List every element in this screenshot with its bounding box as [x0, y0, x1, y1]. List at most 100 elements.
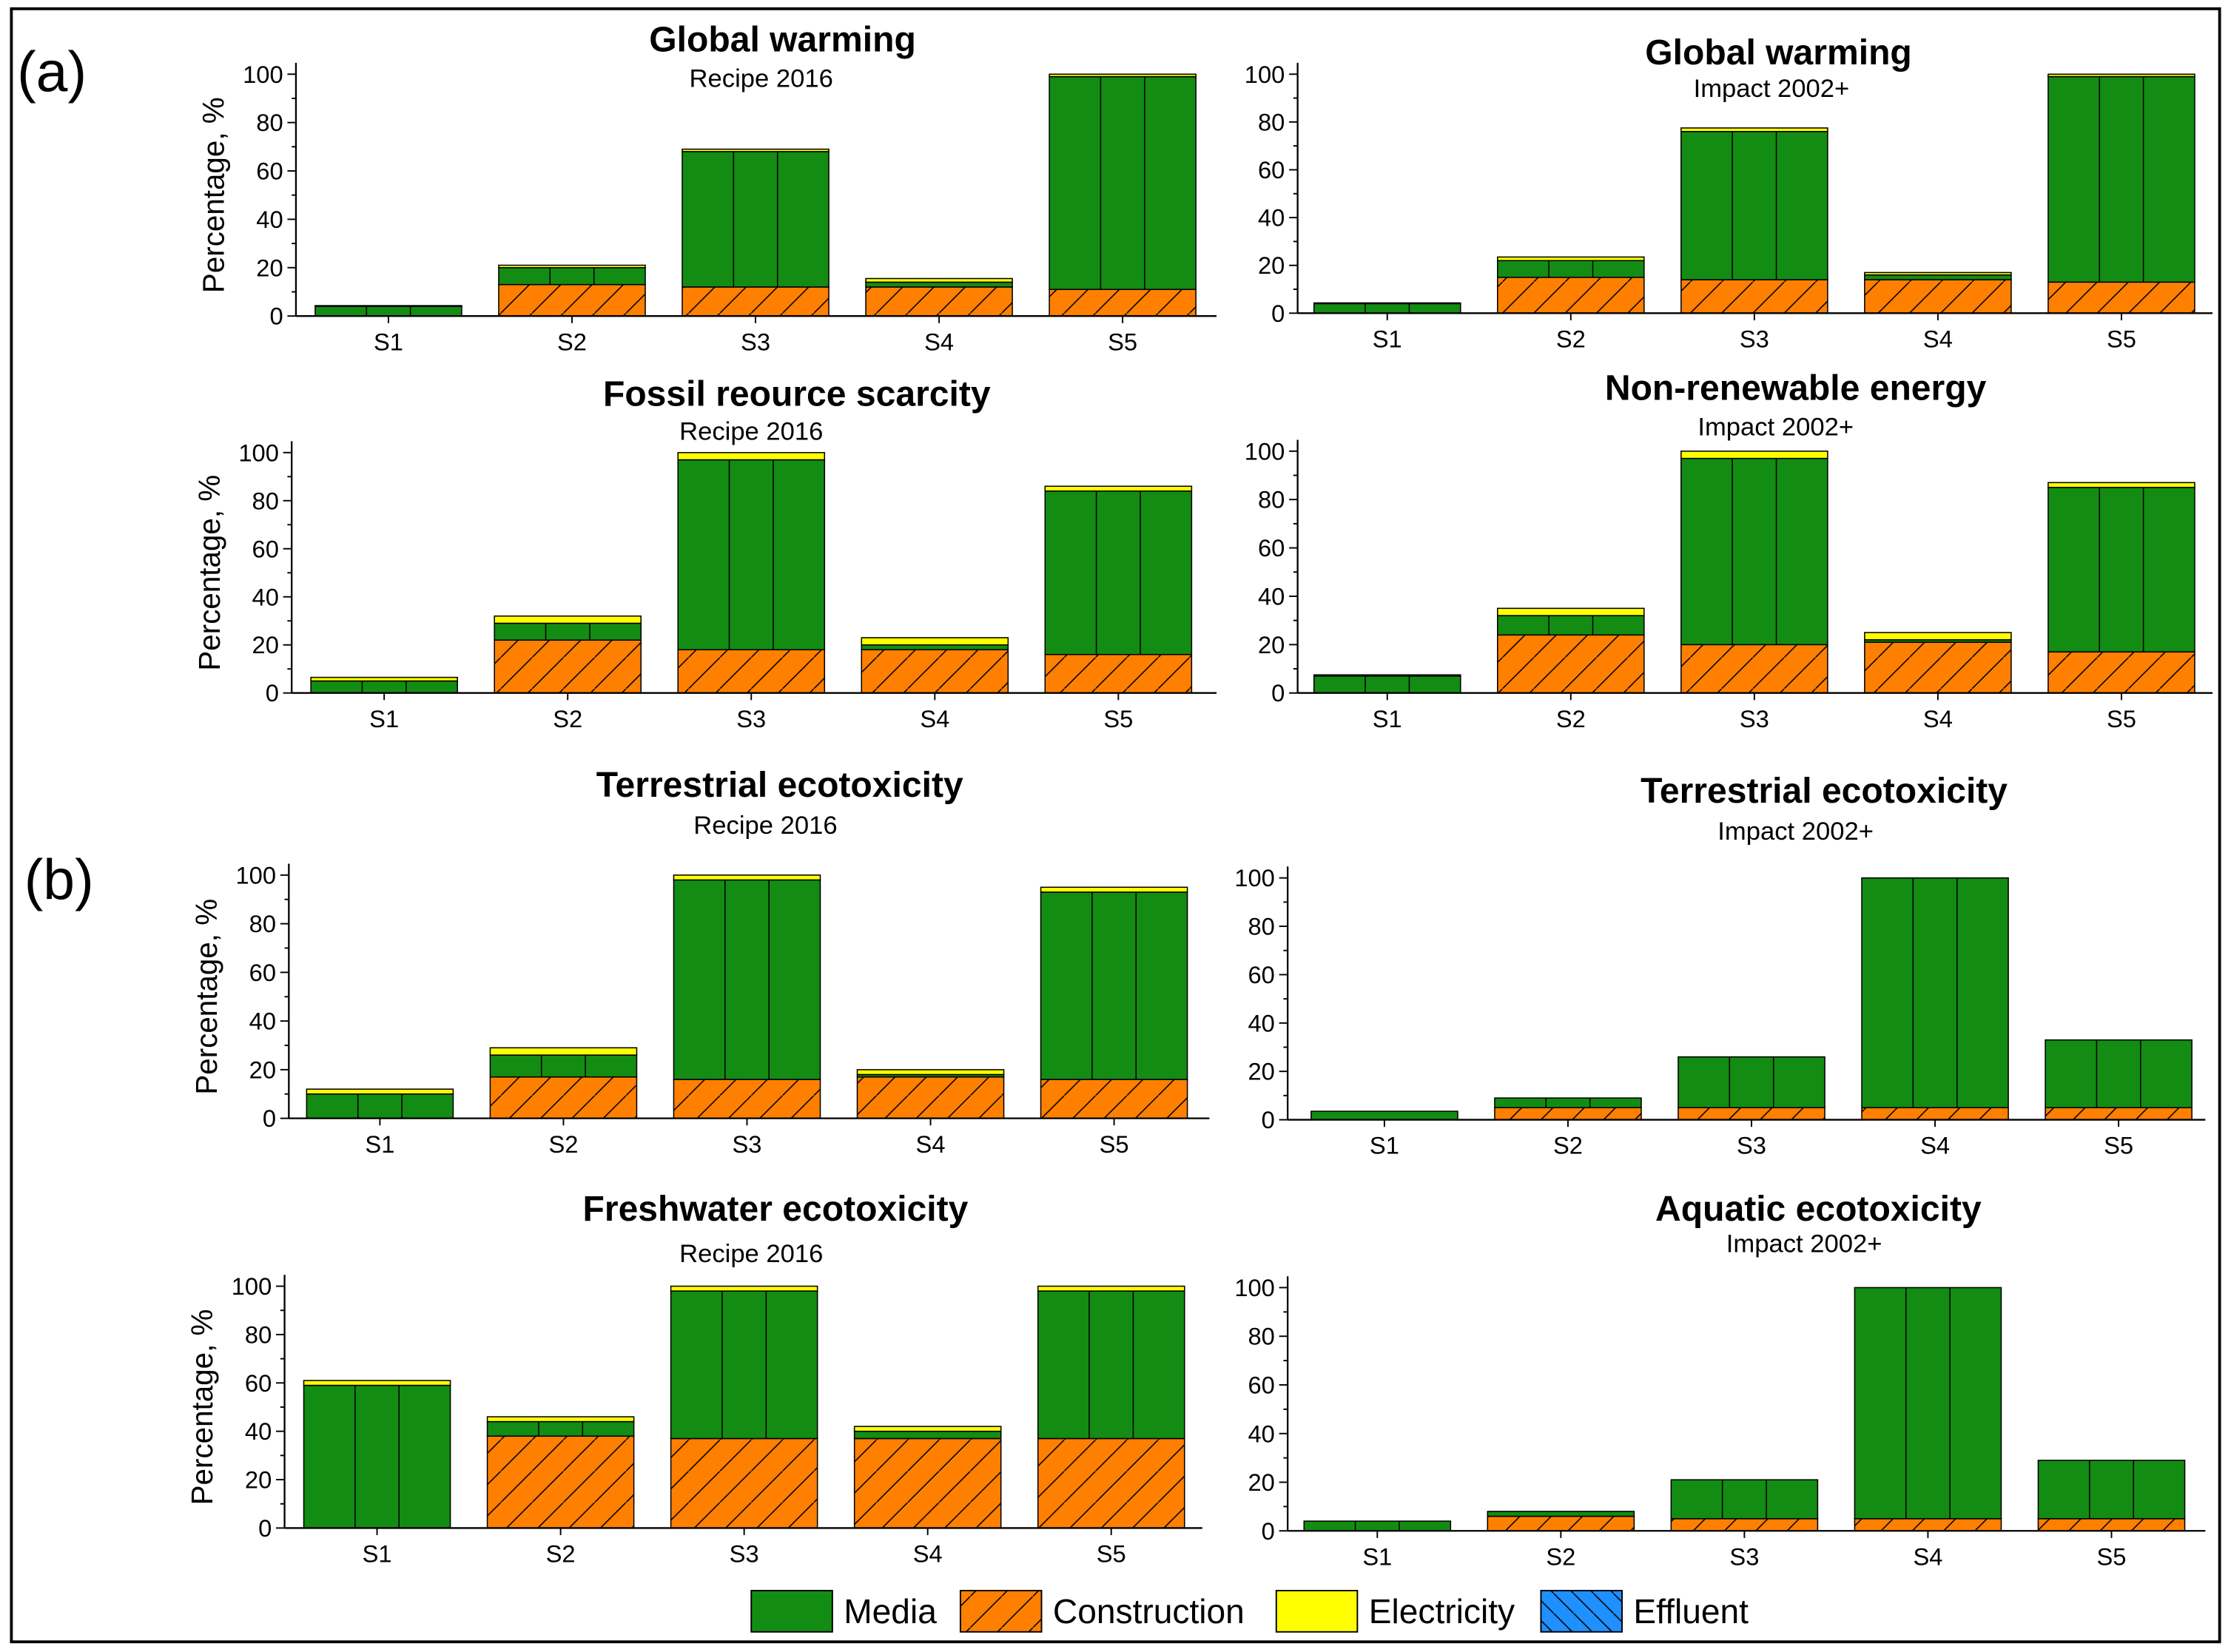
y-tick-label: 100: [238, 439, 279, 466]
bar-electricity-S5: [2047, 73, 2195, 78]
y-tick-label: 40: [1258, 204, 1285, 232]
construction-hatch: [861, 650, 1009, 693]
bar-media-S4: [865, 281, 1013, 288]
bar-media-S5: [2047, 487, 2195, 653]
bar-electricity-S2: [489, 1047, 638, 1056]
construction-hatch: [1678, 1107, 1825, 1120]
bar-media-S1: [1313, 303, 1461, 314]
y-tick-label: 40: [245, 1417, 272, 1445]
bar-media-S1: [1303, 1520, 1452, 1532]
y-tick-label: 60: [249, 959, 276, 986]
bar-electricity-S2: [1497, 607, 1645, 616]
construction-hatch: [866, 286, 1013, 317]
y-tick-label: 40: [256, 206, 283, 233]
construction-hatch: [1680, 280, 1828, 314]
x-tick-label: S5: [1103, 705, 1133, 732]
chart-panel: Fossil reource scarcity Recipe 2016 Percen…: [192, 374, 1217, 732]
y-tick-label: 60: [245, 1369, 272, 1397]
bar-electricity-S3: [677, 451, 826, 461]
x-tick-label: S1: [369, 705, 399, 732]
x-tick-label: S3: [1737, 1132, 1766, 1159]
construction-hatch: [682, 286, 830, 317]
bar-media-S5: [2047, 75, 2195, 283]
construction-hatch: [857, 1076, 1004, 1119]
bar-media-S5: [1044, 490, 1193, 655]
y-tick-label: 100: [1234, 1274, 1275, 1301]
y-tick-label: 0: [263, 1105, 276, 1132]
bar-media-S5: [1037, 1290, 1185, 1440]
legend-label-construction: Construction: [1053, 1592, 1245, 1631]
chart-title: Terrestrial ecotoxicity: [596, 765, 963, 805]
x-tick-label: S1: [365, 1130, 394, 1158]
chart-title: Non-renewable energy: [1605, 368, 1987, 408]
chart-title: Freshwater ecotoxicity: [583, 1189, 969, 1229]
legend-label-media: Media: [844, 1592, 937, 1631]
chart-subtitle: Impact 2002+: [1697, 414, 1854, 442]
chart-subtitle: Recipe 2016: [693, 812, 837, 840]
bar-media-S5: [1040, 891, 1188, 1080]
bar-electricity-S2: [486, 1416, 635, 1423]
bar-media-S1: [1313, 675, 1461, 694]
legend-hatch: [960, 1591, 1042, 1632]
construction-hatch: [1864, 280, 2011, 314]
y-tick-label: 0: [1271, 300, 1285, 327]
bar-media-S4: [861, 644, 1009, 650]
x-tick-label: S5: [1100, 1130, 1129, 1158]
bar-electricity-S4: [861, 637, 1009, 646]
y-tick-label: 80: [1258, 486, 1285, 513]
y-tick-label: 0: [1262, 1517, 1275, 1545]
x-tick-label: S1: [363, 1540, 392, 1568]
x-tick-label: S5: [1097, 1540, 1126, 1568]
bar-electricity-S5: [1044, 485, 1193, 492]
bar-media-S3: [1670, 1479, 1819, 1520]
bar-electricity-S5: [1040, 886, 1188, 893]
panel-label-a: (a): [17, 40, 87, 104]
construction-hatch: [2045, 1107, 2193, 1120]
y-tick-label: 80: [1248, 913, 1275, 940]
y-tick-label: 60: [256, 158, 283, 185]
bar-electricity-S4: [865, 277, 1013, 283]
construction-hatch: [670, 1438, 818, 1528]
chart-panel: Global warming Recipe 2016 Percentage, % S1…: [197, 20, 1217, 355]
legend-swatch-media: [750, 1590, 833, 1633]
bar-media-S3: [1680, 457, 1828, 646]
x-tick-label: S4: [1923, 325, 1953, 352]
chart-subtitle: Recipe 2016: [679, 1240, 823, 1268]
chart-title: Global warming: [1645, 33, 1912, 73]
construction-hatch: [1049, 289, 1197, 317]
x-tick-label: S3: [1740, 325, 1769, 352]
x-tick-label: S2: [1556, 325, 1586, 352]
x-tick-label: S5: [2107, 325, 2136, 352]
bar-media-S3: [673, 879, 821, 1080]
construction-hatch: [1040, 1079, 1188, 1119]
construction-hatch: [1487, 1516, 1635, 1531]
y-tick-label: 0: [269, 303, 283, 330]
y-tick-label: 80: [256, 109, 283, 136]
y-tick-label: 40: [1258, 582, 1285, 610]
bar-media-S2: [1497, 260, 1645, 278]
y-tick-label: 80: [1258, 108, 1285, 135]
bar-electricity-S5: [1037, 1285, 1185, 1292]
y-tick-label: 100: [243, 61, 283, 88]
x-tick-label: S3: [1729, 1543, 1759, 1570]
x-tick-label: S1: [1373, 705, 1402, 732]
x-tick-label: S4: [1923, 705, 1953, 732]
y-tick-label: 60: [1258, 534, 1285, 562]
construction-hatch: [490, 1076, 637, 1119]
y-tick-label: 0: [258, 1514, 272, 1542]
bar-electricity-S3: [1680, 127, 1828, 132]
legend-label-electricity: Electricity: [1369, 1592, 1515, 1631]
y-tick-label: 80: [252, 487, 279, 514]
chart-subtitle: Impact 2002+: [1694, 75, 1850, 103]
bar-electricity-S3: [670, 1285, 818, 1292]
x-tick-label: S3: [730, 1540, 759, 1568]
bar-media-S2: [489, 1054, 638, 1078]
bar-media-S3: [682, 151, 830, 288]
x-tick-label: S3: [741, 328, 770, 355]
x-tick-label: S2: [553, 705, 582, 732]
bar-electricity-S1: [303, 1380, 451, 1386]
construction-hatch: [494, 640, 642, 693]
bar-media-S2: [486, 1420, 635, 1437]
x-tick-label: S2: [1556, 705, 1586, 732]
